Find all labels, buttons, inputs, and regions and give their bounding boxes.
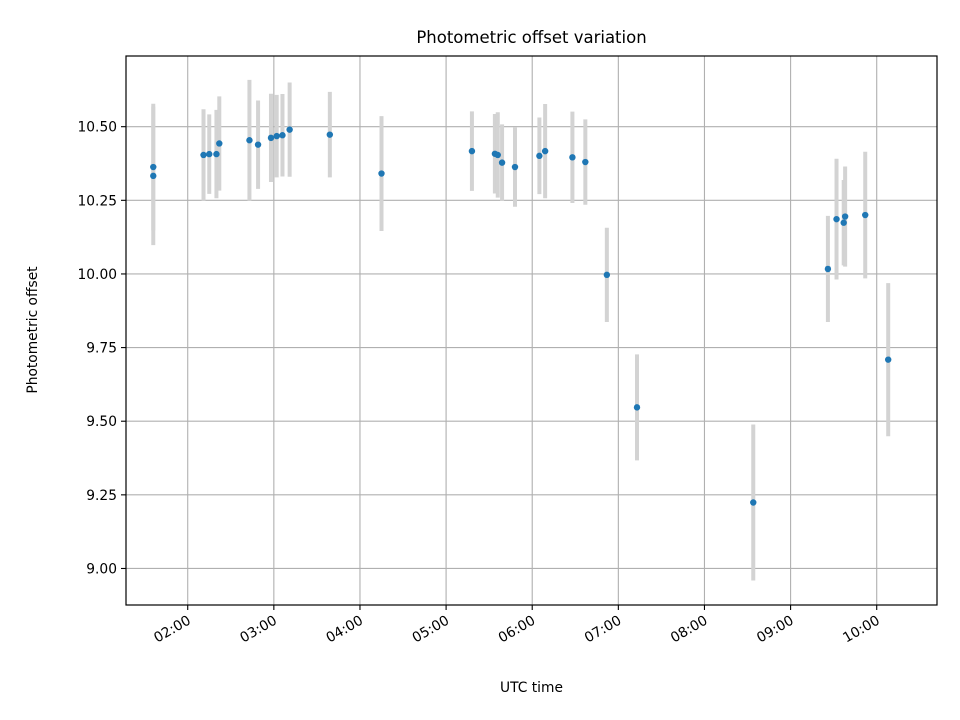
data-point bbox=[286, 126, 293, 133]
data-point bbox=[569, 154, 576, 161]
data-point bbox=[582, 158, 589, 166]
data-point bbox=[750, 499, 757, 506]
plot-frame bbox=[125, 55, 938, 606]
data-point bbox=[862, 211, 869, 219]
data-point bbox=[200, 151, 207, 159]
grid bbox=[126, 56, 937, 605]
data-point bbox=[833, 215, 840, 223]
data-point bbox=[494, 151, 501, 159]
y-axis-ticks: 9.00 9.25 9.50 9.75 10.00 10.25 10.50 bbox=[78, 120, 126, 577]
y-tick-label: 9.75 bbox=[86, 341, 117, 357]
data-point bbox=[213, 150, 220, 158]
data-point bbox=[206, 150, 213, 158]
data-point bbox=[273, 132, 280, 140]
data-point bbox=[498, 159, 506, 166]
data-point bbox=[378, 170, 385, 177]
data-point bbox=[840, 219, 847, 226]
data-point bbox=[216, 140, 223, 147]
data-point bbox=[536, 152, 543, 160]
data-point bbox=[254, 141, 262, 148]
data-points bbox=[150, 126, 892, 506]
data-point bbox=[246, 137, 253, 144]
data-point bbox=[824, 265, 832, 273]
data-point bbox=[603, 271, 611, 279]
y-tick-label: 10.50 bbox=[78, 120, 118, 136]
y-tick-label: 9.50 bbox=[86, 414, 117, 430]
data-point bbox=[884, 356, 892, 363]
data-point bbox=[633, 404, 641, 411]
data-point bbox=[326, 131, 334, 138]
y-tick-label: 10.00 bbox=[78, 267, 118, 283]
data-point bbox=[468, 147, 476, 155]
data-point bbox=[841, 213, 849, 220]
y-tick-label: 9.25 bbox=[86, 488, 117, 504]
data-point bbox=[279, 132, 286, 139]
data-point bbox=[511, 163, 519, 171]
data-point bbox=[541, 147, 549, 155]
chart-title: Photometric offset variation bbox=[416, 28, 646, 47]
y-tick-label: 10.25 bbox=[78, 193, 118, 209]
data-point bbox=[267, 134, 275, 142]
y-axis-label: Photometric offset bbox=[25, 266, 41, 394]
data-point bbox=[150, 172, 157, 180]
data-point bbox=[150, 163, 157, 171]
y-tick-label: 9.00 bbox=[86, 561, 117, 577]
x-axis-label: UTC time bbox=[500, 680, 563, 696]
